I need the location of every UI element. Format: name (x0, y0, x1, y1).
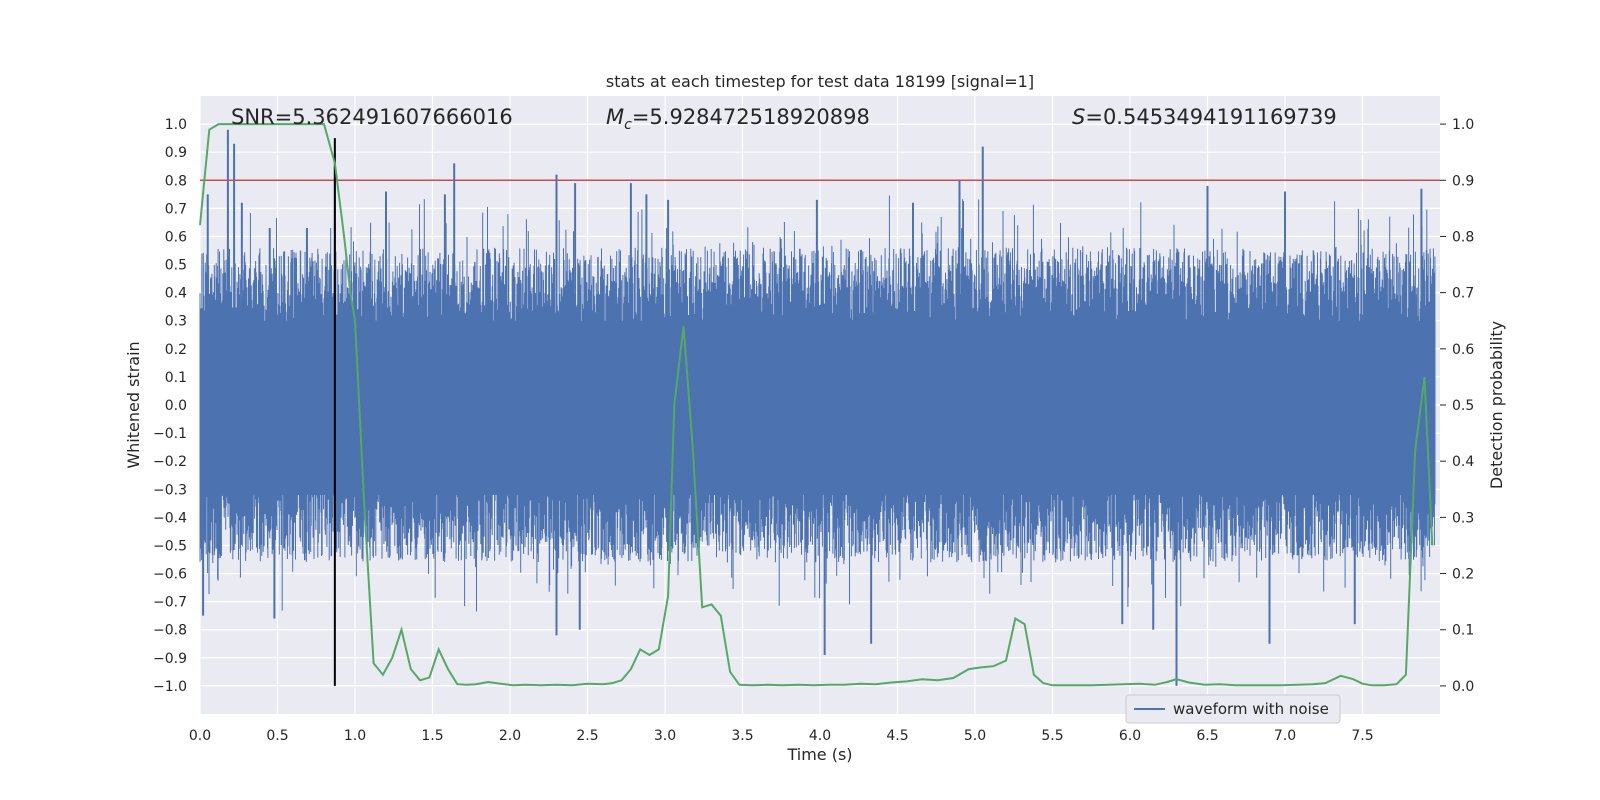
y2-tick-label: 0.1 (1452, 623, 1474, 639)
y-tick-label: −0.6 (153, 567, 187, 583)
x-tick-label: 0.5 (266, 728, 288, 744)
y-tick-label: 0.6 (165, 229, 187, 245)
y2-tick-label: 0.5 (1452, 398, 1474, 414)
x-tick-label: 6.0 (1119, 728, 1141, 744)
chirp-mass-symbol: M (606, 105, 624, 129)
y-tick-label: 0.2 (165, 342, 187, 358)
probability-line (199, 123, 1434, 687)
x-tick-label: 0.0 (189, 728, 211, 744)
legend-box (1125, 694, 1341, 724)
x-tick-label: 5.5 (1041, 728, 1063, 744)
s-symbol: S (1072, 105, 1085, 129)
waveform-series (199, 129, 1436, 686)
y2-tick-label: 0.9 (1452, 173, 1474, 189)
x-axis-label: Time (s) (786, 745, 852, 764)
x-tick-label: 4.0 (809, 728, 831, 744)
y-tick-label: 0.5 (165, 258, 187, 274)
y2-tick-label: 0.8 (1452, 229, 1474, 245)
y-tick-label: −1.0 (153, 679, 187, 695)
y2-tick-label: 0.7 (1452, 286, 1474, 302)
y2-tick-label: 0.4 (1452, 454, 1474, 470)
y2-tick-label: 0.0 (1452, 679, 1474, 695)
y-tick-label: 0.3 (165, 314, 187, 330)
x-tick-label: 4.5 (886, 728, 908, 744)
chirp-mass-value: =5.928472518920898 (632, 105, 870, 129)
y-tick-labels: 1.0 0.9 0.8 0.7 0.6 0.5 0.4 0.3 0.2 0.1 0.0 −0.1 −0.… (153, 117, 187, 695)
chart-title: stats at each timestep for test data 181… (606, 72, 1034, 91)
y2-tick-labels: 1.0 0.9 0.8 0.7 0.6 0.5 0.4 0.3 0.2 0.1 0.0 (1440, 117, 1474, 695)
probability-series (199, 123, 1434, 687)
x-tick-label: 3.0 (654, 728, 676, 744)
y-tick-label: 0.4 (165, 286, 187, 302)
y-tick-label: −0.8 (153, 623, 187, 639)
x-tick-label: 7.5 (1351, 728, 1373, 744)
x-tick-label: 1.5 (421, 728, 443, 744)
y2-axis-label: Detection probability (1487, 321, 1506, 489)
y-tick-label: −0.4 (153, 510, 187, 526)
s-value: =0.5453494191169739 (1085, 105, 1336, 129)
y-tick-label: −0.7 (153, 595, 187, 611)
y2-tick-label: 0.3 (1452, 510, 1474, 526)
y-tick-label: −0.9 (153, 651, 187, 667)
x-tick-label: 3.5 (731, 728, 753, 744)
y-tick-label: 1.0 (165, 117, 187, 133)
chirp-mass-annotation: Mc=5.928472518920898 (606, 105, 870, 133)
x-tick-label: 2.0 (499, 728, 521, 744)
y-tick-label: 0.8 (165, 173, 187, 189)
legend-label: waveform with noise (1173, 700, 1329, 718)
s-annotation: S=0.5453494191169739 (1072, 105, 1337, 129)
snr-annotation: SNR=5.362491607666016 (231, 105, 513, 129)
x-tick-label: 6.5 (1196, 728, 1218, 744)
y-tick-label: −0.3 (153, 482, 187, 498)
y-axis-label: Whitened strain (124, 341, 143, 468)
x-tick-label: 5.0 (964, 728, 986, 744)
y-tick-label: 0.9 (165, 145, 187, 161)
x-tick-label: 1.0 (344, 728, 366, 744)
y2-tick-label: 0.6 (1452, 342, 1474, 358)
x-tick-labels: 0.0 0.5 1.0 1.5 2.0 2.5 3.0 3.5 4.0 4.5 5.0 5.5 6.0 6… (189, 728, 1374, 744)
y2-tick-label: 1.0 (1452, 117, 1474, 133)
y-tick-label: 0.0 (165, 398, 187, 414)
y-tick-label: −0.2 (153, 454, 187, 470)
y-tick-label: −0.1 (153, 426, 187, 442)
x-tick-label: 2.5 (576, 728, 598, 744)
x-tick-label: 7.0 (1274, 728, 1296, 744)
y2-tick-label: 0.2 (1452, 567, 1474, 583)
legend: waveform with noise (1125, 694, 1341, 724)
y-tick-label: 0.7 (165, 201, 187, 217)
chirp-mass-subscript: c (624, 117, 632, 133)
y-tick-label: 0.1 (165, 370, 187, 386)
y-tick-label: −0.5 (153, 538, 187, 554)
